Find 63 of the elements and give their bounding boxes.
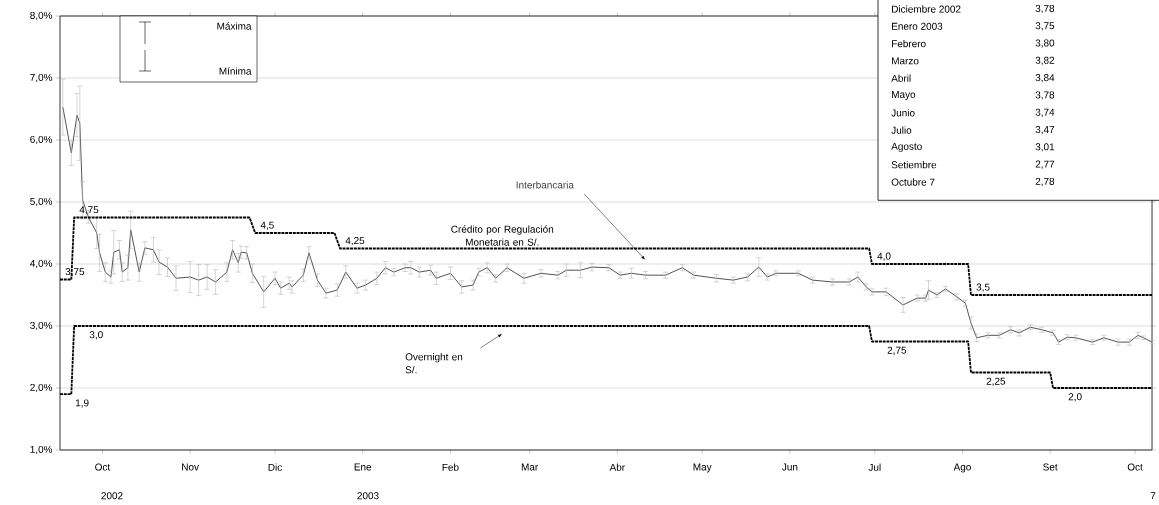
line-series (62, 106, 1153, 343)
annotation: 3,01 (1035, 143, 1055, 152)
annotation: 3,74 (1035, 108, 1055, 117)
x-tick-label: May (693, 463, 712, 473)
series-label: Crédito por Regulación Monetaria en S/. (451, 225, 554, 246)
annotation: Agosto (891, 142, 922, 152)
annotation: 3,80 (1035, 39, 1055, 48)
x-tick-label: Ene (354, 463, 372, 471)
data-label: 4,0 (877, 252, 891, 261)
annotation: Abril (891, 74, 911, 82)
text: Interbancaria (516, 181, 574, 189)
y-tick-label: 6,0% (30, 135, 53, 145)
annotation: Octubre 7 (891, 178, 935, 186)
text: 7 (1150, 492, 1156, 500)
annotation: Marzo (892, 57, 919, 65)
y-tick-label: 5,0% (30, 197, 53, 207)
data-label: 2,25 (986, 377, 1006, 386)
x-tick-label: Jun (782, 463, 798, 471)
text: Overnight en S/. (405, 353, 463, 374)
data-label: 4,75 (79, 206, 99, 215)
text: Diciembre 2002 (892, 5, 961, 13)
y-tick-label: 1,0% (30, 445, 53, 455)
y-tick-label: 2,0% (30, 383, 53, 393)
x-tick-label: Set (1043, 463, 1058, 471)
data-label: 4,25 (345, 237, 365, 246)
x-tick-label: Jul (868, 463, 881, 471)
annotation: Mínima (219, 67, 252, 75)
x-tick-label: Ago (953, 463, 971, 473)
text: 2002 (101, 492, 123, 500)
annotation: Julio (891, 126, 912, 134)
annotation: Febrero (892, 39, 926, 48)
x-tick-label: Dic (268, 463, 282, 471)
data-label: 3,5 (976, 283, 990, 292)
x-tick-label: Abr (609, 463, 625, 471)
x-tick-label: Oct (95, 463, 111, 471)
annotation: 3,75 (1035, 22, 1055, 31)
x-tick-label: Nov (182, 463, 199, 471)
x-tick-label: Oct (1127, 463, 1143, 471)
data-label: 2,75 (887, 346, 907, 355)
y-tick-label: 8,0% (30, 11, 53, 21)
annotation: 3,47 (1035, 125, 1055, 135)
text: 3,78 (1035, 4, 1055, 14)
text: 2003 (357, 492, 379, 500)
y-tick-label: 4,0% (30, 259, 53, 269)
annotation: Setiembre (891, 161, 937, 169)
annotation: 2,77 (1035, 160, 1055, 169)
y-tick-label: 7,0% (30, 73, 53, 83)
data-label: 3,0 (89, 331, 103, 340)
annotation: Enero 2003 (892, 22, 943, 30)
annotation: Mayo (892, 91, 916, 100)
annotation: 3,82 (1035, 56, 1055, 66)
x-tick-label: Feb (442, 463, 459, 471)
annotation: 3,84 (1035, 74, 1055, 83)
annotation: Junio (891, 109, 915, 117)
annotation: 3,78 (1035, 91, 1055, 100)
annotation: 2,78 (1035, 177, 1055, 187)
annotation: Máxima (217, 22, 252, 30)
data-label: 1,9 (75, 399, 89, 408)
data-label: 2,0 (1068, 393, 1082, 402)
data-label: 3,75 (65, 268, 85, 277)
y-tick-label: 3,0% (30, 321, 53, 331)
x-tick-label: Mar (521, 463, 539, 471)
data-label: 4,5 (260, 221, 274, 230)
